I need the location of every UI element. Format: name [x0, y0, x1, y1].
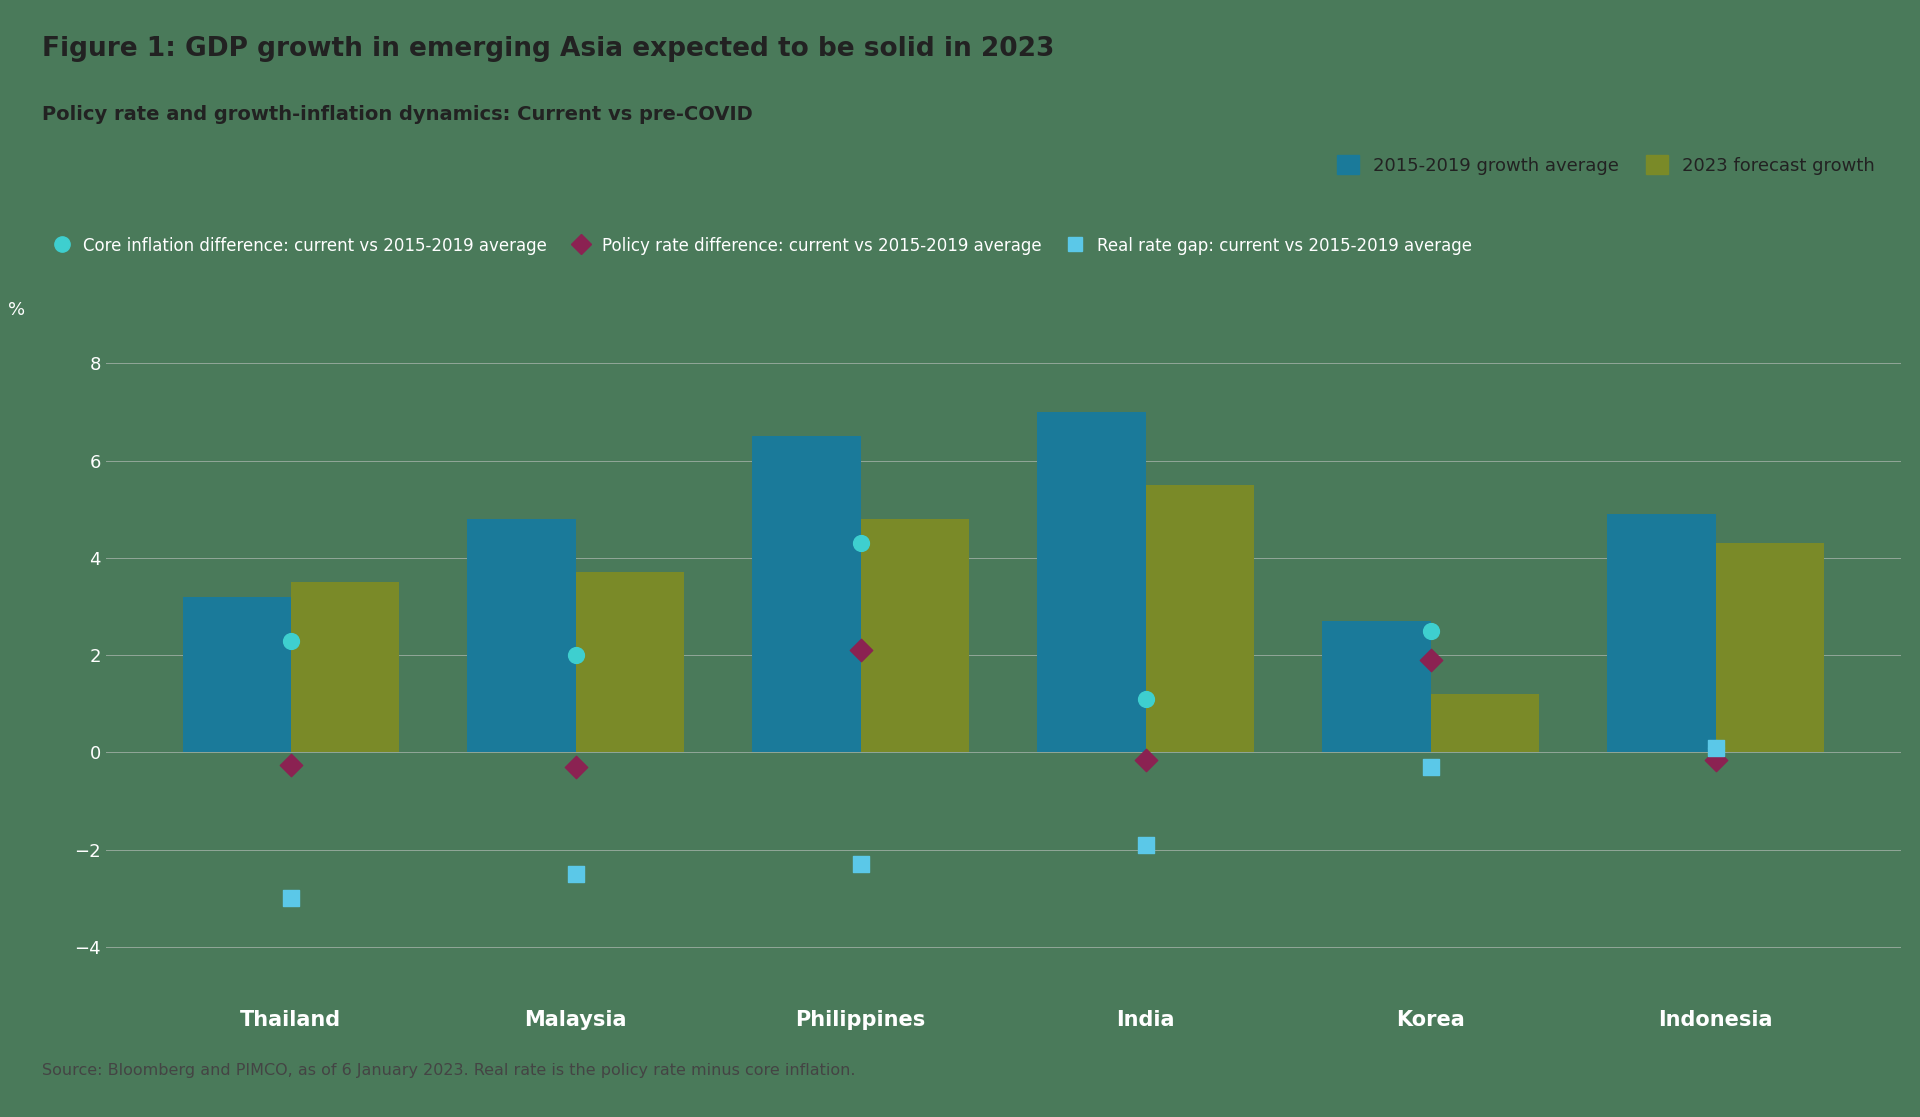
Point	[1701, 738, 1732, 756]
Point	[275, 755, 305, 773]
Point	[1131, 690, 1162, 708]
Point	[1415, 651, 1446, 669]
Point	[561, 647, 591, 665]
Point	[275, 631, 305, 649]
Point	[1701, 751, 1732, 768]
Bar	[1146, 485, 1254, 753]
Bar	[576, 573, 684, 753]
Point	[275, 889, 305, 907]
Bar	[1430, 694, 1540, 753]
Text: Source: Bloomberg and PIMCO, as of 6 January 2023. Real rate is the policy rate : Source: Bloomberg and PIMCO, as of 6 Jan…	[42, 1062, 856, 1078]
Legend: Core inflation difference: current vs 2015-2019 average, Policy rate difference:: Core inflation difference: current vs 20…	[46, 230, 1478, 261]
Bar	[753, 437, 860, 753]
Point	[1415, 622, 1446, 640]
Text: %: %	[8, 302, 25, 319]
Bar	[290, 582, 399, 753]
Bar	[467, 519, 576, 753]
Point	[845, 641, 876, 659]
Bar	[1607, 514, 1716, 753]
Point	[1131, 836, 1162, 853]
Point	[1415, 758, 1446, 776]
Point	[845, 534, 876, 552]
Point	[1701, 738, 1732, 756]
Bar	[1323, 621, 1430, 753]
Bar	[1037, 412, 1146, 753]
Legend: 2015-2019 growth average, 2023 forecast growth: 2015-2019 growth average, 2023 forecast …	[1331, 149, 1882, 182]
Point	[1131, 751, 1162, 768]
Bar	[860, 519, 970, 753]
Point	[561, 758, 591, 776]
Text: Policy rate and growth-inflation dynamics: Current vs pre-COVID: Policy rate and growth-inflation dynamic…	[42, 105, 753, 124]
Point	[845, 856, 876, 873]
Bar	[182, 596, 290, 753]
Text: Figure 1: GDP growth in emerging Asia expected to be solid in 2023: Figure 1: GDP growth in emerging Asia ex…	[42, 36, 1054, 63]
Bar	[1716, 543, 1824, 753]
Point	[561, 865, 591, 882]
